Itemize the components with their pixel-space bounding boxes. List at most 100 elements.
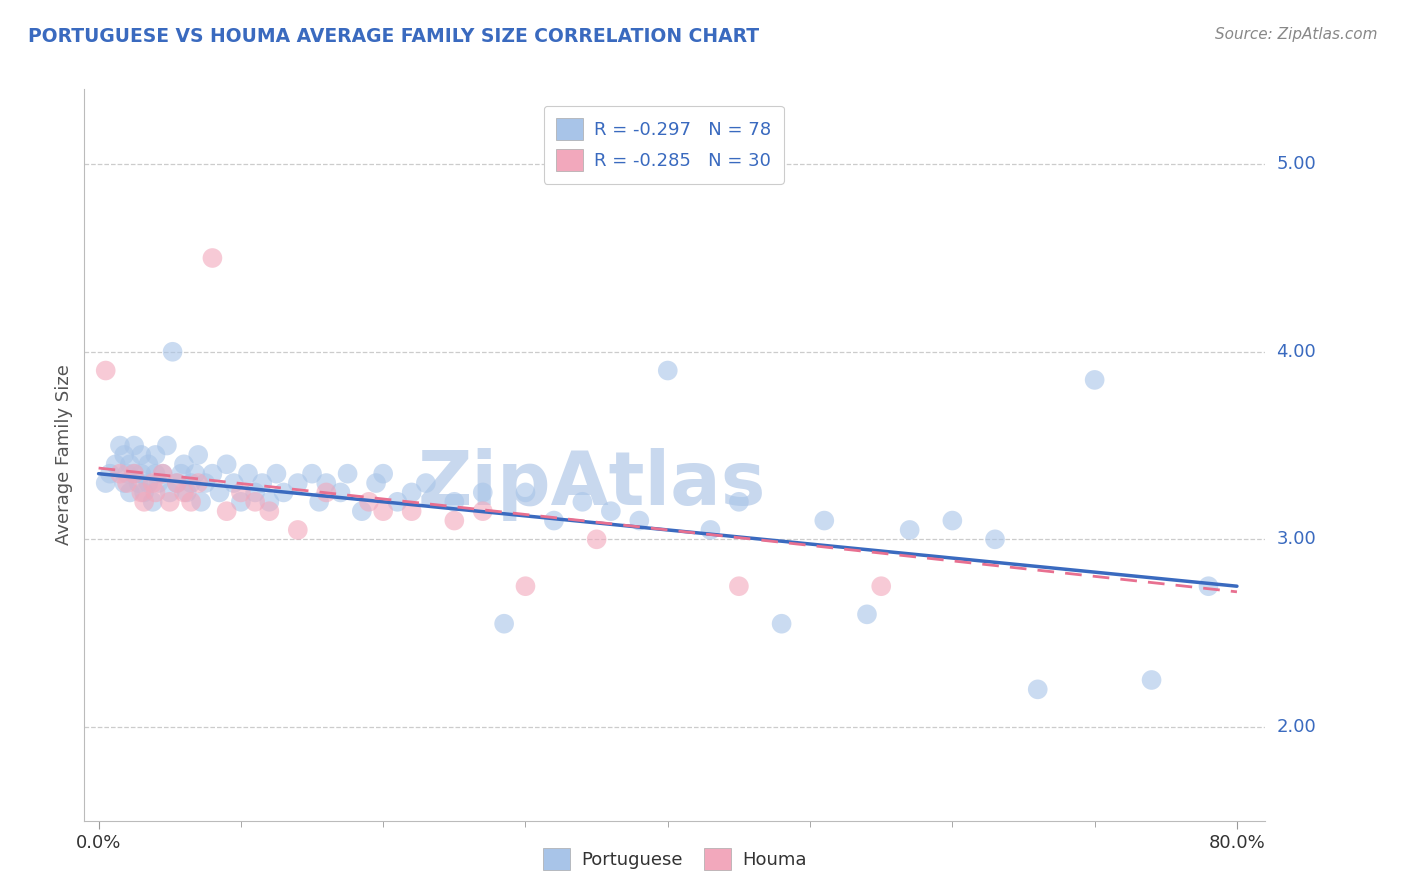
Text: Source: ZipAtlas.com: Source: ZipAtlas.com: [1215, 27, 1378, 42]
Point: [145, 448, 167, 462]
Point: [201, 251, 224, 265]
Point: [142, 476, 165, 491]
Point: [98, 467, 121, 481]
Point: [138, 476, 160, 491]
Point: [415, 476, 437, 491]
Point: [94, 363, 117, 377]
Point: [148, 476, 170, 491]
Point: [236, 467, 259, 481]
Point: [543, 514, 565, 528]
Point: [273, 485, 295, 500]
Text: 3.00: 3.00: [1277, 531, 1316, 549]
Point: [134, 495, 156, 509]
Point: [585, 533, 607, 547]
Point: [180, 495, 202, 509]
Point: [159, 485, 181, 500]
Point: [813, 514, 835, 528]
Text: 2.00: 2.00: [1277, 718, 1316, 736]
Point: [156, 438, 179, 452]
Point: [1140, 673, 1163, 687]
Point: [187, 476, 209, 491]
Point: [350, 504, 373, 518]
Point: [108, 438, 131, 452]
Point: [173, 485, 195, 500]
Point: [308, 495, 330, 509]
Point: [941, 514, 963, 528]
Point: [443, 495, 465, 509]
Point: [138, 458, 160, 472]
Legend: Portuguese, Houma: Portuguese, Houma: [536, 841, 814, 878]
Point: [129, 467, 152, 481]
Point: [115, 476, 138, 491]
Point: [118, 458, 141, 472]
Point: [373, 467, 395, 481]
Point: [108, 467, 131, 481]
Point: [173, 458, 195, 472]
Point: [194, 476, 217, 491]
Point: [315, 476, 337, 491]
Point: [215, 504, 238, 518]
Point: [1026, 682, 1049, 697]
Point: [243, 495, 266, 509]
Point: [699, 523, 721, 537]
Point: [118, 485, 141, 500]
Point: [387, 495, 409, 509]
Text: 4.00: 4.00: [1277, 343, 1316, 360]
Text: PORTUGUESE VS HOUMA AVERAGE FAMILY SIZE CORRELATION CHART: PORTUGUESE VS HOUMA AVERAGE FAMILY SIZE …: [28, 27, 759, 45]
Point: [243, 485, 266, 500]
Point: [152, 467, 174, 481]
Point: [471, 485, 494, 500]
Point: [357, 495, 380, 509]
Point: [222, 476, 245, 491]
Point: [373, 504, 395, 518]
Point: [104, 458, 127, 472]
Point: [728, 579, 751, 593]
Point: [187, 448, 209, 462]
Point: [152, 467, 174, 481]
Point: [115, 467, 138, 481]
Point: [229, 485, 252, 500]
Point: [122, 438, 145, 452]
Point: [898, 523, 921, 537]
Point: [443, 514, 465, 528]
Point: [122, 467, 145, 481]
Point: [94, 476, 117, 491]
Point: [329, 485, 352, 500]
Point: [287, 523, 309, 537]
Point: [176, 485, 198, 500]
Point: [112, 448, 135, 462]
Point: [166, 476, 188, 491]
Point: [145, 485, 167, 500]
Point: [134, 485, 156, 500]
Point: [1198, 579, 1220, 593]
Point: [571, 495, 593, 509]
Point: [471, 504, 494, 518]
Point: [728, 495, 751, 509]
Point: [301, 467, 323, 481]
Point: [984, 533, 1007, 547]
Point: [127, 476, 149, 491]
Point: [315, 485, 337, 500]
Point: [166, 476, 188, 491]
Y-axis label: Average Family Size: Average Family Size: [55, 365, 73, 545]
Point: [190, 495, 212, 509]
Point: [364, 476, 387, 491]
Text: ZipAtlas: ZipAtlas: [418, 448, 766, 521]
Point: [252, 476, 274, 491]
Point: [856, 607, 879, 622]
Point: [162, 344, 184, 359]
Point: [259, 495, 281, 509]
Point: [266, 467, 288, 481]
Point: [657, 363, 679, 377]
Point: [208, 485, 231, 500]
Point: [170, 467, 193, 481]
Point: [770, 616, 793, 631]
Point: [184, 467, 207, 481]
Point: [1084, 373, 1107, 387]
Point: [129, 448, 152, 462]
Point: [870, 579, 893, 593]
Text: 5.00: 5.00: [1277, 155, 1316, 173]
Point: [142, 495, 165, 509]
Point: [401, 504, 423, 518]
Point: [145, 467, 167, 481]
